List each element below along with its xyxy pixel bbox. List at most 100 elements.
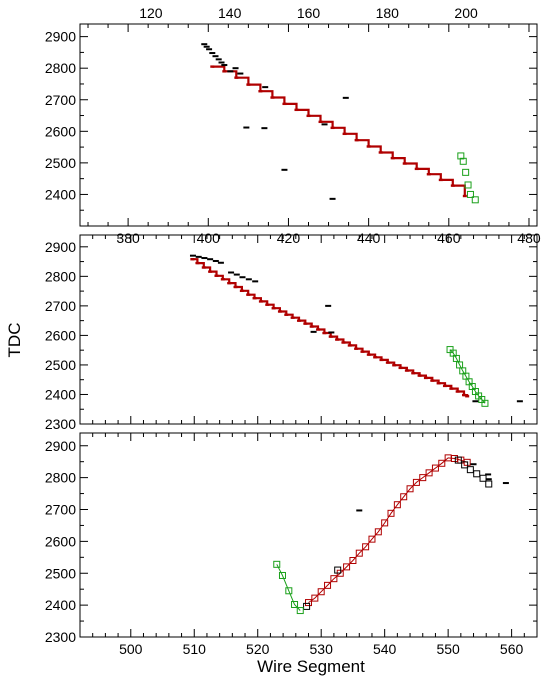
track-hit xyxy=(330,126,335,130)
track-hit xyxy=(378,151,383,154)
hit-dash xyxy=(245,278,252,281)
y-tick-label: 2500 xyxy=(45,155,76,171)
hit-dash xyxy=(356,509,363,512)
y-tick-label: 2300 xyxy=(45,629,76,645)
hit-box xyxy=(459,157,467,165)
track-hit xyxy=(373,356,378,359)
hit-box xyxy=(285,587,293,595)
hit-dash xyxy=(201,257,208,260)
track-hit xyxy=(414,167,419,171)
hit-dash xyxy=(201,43,208,46)
y-tick-label: 2300 xyxy=(45,416,76,432)
track-hit xyxy=(303,322,308,325)
hit-box xyxy=(296,607,304,615)
hit-dash xyxy=(485,473,492,476)
hit-box xyxy=(471,196,479,204)
track-hit xyxy=(239,289,244,293)
hit-dash xyxy=(472,400,479,403)
y-tick-label: 2700 xyxy=(45,502,76,518)
hit-dash xyxy=(217,261,224,264)
track-hit xyxy=(354,347,359,350)
hit-box xyxy=(387,509,395,517)
track-hit xyxy=(390,156,395,160)
track-hit xyxy=(404,369,409,372)
track-hit xyxy=(265,303,270,306)
hit-dash xyxy=(195,255,202,258)
hit-box xyxy=(334,566,342,574)
track-hit xyxy=(341,341,346,344)
x-tick-label: 530 xyxy=(310,641,334,657)
hit-box xyxy=(454,456,462,464)
hit-box xyxy=(431,464,439,472)
hit-dash xyxy=(252,280,259,283)
hit-dash xyxy=(261,127,268,130)
y-tick-label: 2600 xyxy=(45,533,76,549)
track-hit xyxy=(309,325,314,328)
hit-box xyxy=(324,581,332,589)
track-hit xyxy=(210,65,215,68)
x-tick-label: 550 xyxy=(436,641,460,657)
track-hit xyxy=(233,285,238,289)
hit-box xyxy=(303,602,311,610)
track-hit xyxy=(462,194,467,198)
track-hit xyxy=(436,382,441,385)
track-hit xyxy=(342,132,347,136)
hit-box xyxy=(343,563,351,571)
series-line xyxy=(276,564,301,611)
hit-box xyxy=(374,528,382,536)
hit-dash xyxy=(209,52,216,55)
hit-dash xyxy=(207,258,214,261)
hit-box xyxy=(393,501,401,509)
hit-dash xyxy=(203,45,210,48)
track-hit xyxy=(258,90,263,93)
x-tick-label: 480 xyxy=(517,230,541,246)
hit-box xyxy=(419,474,427,482)
hit-dash xyxy=(228,271,235,274)
top-x-tick-label: 140 xyxy=(218,5,242,21)
hit-dash xyxy=(470,463,477,466)
hit-box xyxy=(457,152,465,160)
hit-box xyxy=(479,474,487,482)
y-tick-label: 2400 xyxy=(45,186,76,202)
hit-box xyxy=(381,519,389,527)
track-hit xyxy=(328,335,333,338)
x-tick-label: 520 xyxy=(246,641,270,657)
hit-box xyxy=(464,181,472,189)
hit-box xyxy=(406,485,414,493)
hit-box xyxy=(461,461,469,469)
track-hit xyxy=(426,173,431,176)
panel-top: 2400 2500 2600 2700 2800 2900 380 400 420 440 460 4… xyxy=(45,5,541,246)
x-tick-label: 440 xyxy=(357,230,381,246)
hit-dash xyxy=(502,482,509,485)
track-hit xyxy=(455,390,460,393)
panel-middle: 2300 2400 2500 2600 2700 2800 2900 xyxy=(45,234,538,432)
hit-dash xyxy=(310,330,317,333)
track-hit xyxy=(252,296,257,300)
y-tick-label: 2600 xyxy=(45,123,76,139)
track-hit xyxy=(360,350,365,353)
x-tick-label: 420 xyxy=(277,230,301,246)
track-hit xyxy=(366,145,371,148)
track-hit xyxy=(385,361,390,364)
y-tick-label: 2900 xyxy=(45,29,76,45)
x-tick-label: 560 xyxy=(500,641,524,657)
track-hit xyxy=(335,338,340,341)
hit-dash xyxy=(212,259,219,262)
track-hit xyxy=(208,270,213,273)
hit-box xyxy=(311,594,319,602)
track-hit xyxy=(438,178,443,182)
hit-box xyxy=(481,399,489,407)
hit-dash xyxy=(212,55,219,58)
track-hit xyxy=(442,384,447,388)
x-tick-label: 460 xyxy=(437,230,461,246)
y-tick-label: 2800 xyxy=(45,60,76,76)
hit-dash xyxy=(189,254,196,257)
track-hit xyxy=(306,114,311,118)
hit-box xyxy=(330,575,338,583)
hit-box xyxy=(466,466,474,474)
hit-dash xyxy=(243,126,250,129)
track-hit xyxy=(417,374,422,377)
hit-box xyxy=(485,480,493,488)
track-hit xyxy=(347,344,352,347)
